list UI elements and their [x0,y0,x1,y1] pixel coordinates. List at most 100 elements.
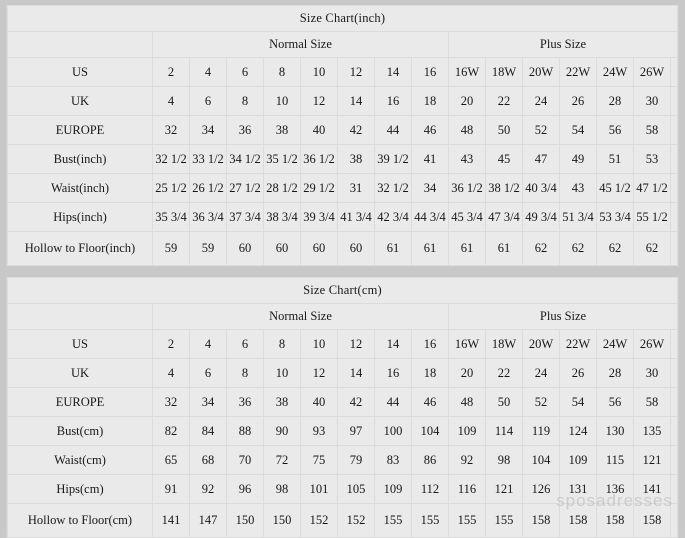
cell-pad [670,474,678,504]
row-label-us: US [7,329,153,359]
cell: 34 [189,115,227,145]
row-label-hips: Hips(cm) [7,474,153,504]
cell: 22W [559,329,597,359]
cell: 88 [226,416,264,446]
row-label-bust: Bust(inch) [7,144,153,174]
cell: 38 [263,115,301,145]
cell: 2 [152,57,190,87]
cell: 4 [152,86,190,116]
cell: 60 [226,231,264,266]
cell: 16 [411,329,449,359]
cell: 61 [411,231,449,266]
table-row: UK 4 6 8 10 12 14 16 18 20 22 24 26 28 3… [7,358,678,388]
cell: 20W [522,57,560,87]
cell: 16 [374,358,412,388]
row-label-europe: EUROPE [7,115,153,145]
cell: 36 1/2 [300,144,338,174]
cell: 6 [189,86,227,116]
row-label-uk: UK [7,86,153,116]
table-row: Waist(cm) 65 68 70 72 75 79 83 86 92 98 … [7,445,678,475]
cell: 60 [337,231,375,266]
cell: 54 [559,115,597,145]
cell: 22 [485,86,523,116]
cell: 86 [411,445,449,475]
cell: 40 [300,387,338,417]
cell: 53 3/4 [596,202,634,232]
cell: 115 [596,445,634,475]
cell: 26W [633,57,671,87]
row-label-hips: Hips(inch) [7,202,153,232]
cell: 54 [559,387,597,417]
cell: 68 [189,445,227,475]
cell: 119 [522,416,560,446]
cell: 36 [226,387,264,417]
cell: 43 [448,144,486,174]
cell-pad [670,416,678,446]
cell: 38 [263,387,301,417]
cell: 36 [226,115,264,145]
cell: 59 [152,231,190,266]
cell: 38 [337,144,375,174]
cell: 124 [559,416,597,446]
cell: 98 [485,445,523,475]
cell-pad [670,144,678,174]
row-label-uk: UK [7,358,153,388]
cell: 14 [337,86,375,116]
cell: 61 [374,231,412,266]
cell: 109 [559,445,597,475]
cell: 155 [448,503,486,538]
cell: 39 3/4 [300,202,338,232]
cell: 135 [633,416,671,446]
cell: 8 [226,358,264,388]
cell: 28 [596,86,634,116]
cell: 104 [522,445,560,475]
cell: 44 [374,387,412,417]
cell: 45 [485,144,523,174]
cell: 121 [633,445,671,475]
cell: 34 [189,387,227,417]
table-row: Hips(cm) 91 92 96 98 101 105 109 112 116… [7,474,678,504]
cm-group-row: Normal Size Plus Size [7,303,678,330]
cell: 14 [337,358,375,388]
cell: 20W [522,329,560,359]
cell: 4 [189,329,227,359]
inch-group-corner [7,31,153,58]
cell: 100 [374,416,412,446]
cell: 155 [411,503,449,538]
cell: 10 [263,358,301,388]
cell: 31 [337,173,375,203]
cell: 36 1/2 [448,173,486,203]
cell: 2 [152,329,190,359]
cell: 46 [411,387,449,417]
table-row: EUROPE 32 34 36 38 40 42 44 46 48 50 52 … [7,115,678,145]
cell: 24 [522,86,560,116]
cell: 43 [559,173,597,203]
chart-separator [0,266,685,277]
cell: 53 [633,144,671,174]
cell: 55 1/2 [633,202,671,232]
row-label-bust: Bust(cm) [7,416,153,446]
table-row: US 2 4 6 8 10 12 14 16 16W 18W 20W 22W 2… [7,57,678,87]
cell: 121 [485,474,523,504]
cell: 16 [411,57,449,87]
inch-table-body: Size Chart(inch) Normal Size Plus Size U… [7,5,678,266]
cell: 72 [263,445,301,475]
cell: 30 [633,358,671,388]
cell: 16W [448,329,486,359]
cell: 37 3/4 [226,202,264,232]
cell: 62 [633,231,671,266]
cell-pad [670,202,678,232]
cell: 27 1/2 [226,173,264,203]
cell: 30 [633,86,671,116]
table-row: US 2 4 6 8 10 12 14 16 16W 18W 20W 22W 2… [7,329,678,359]
cell: 150 [263,503,301,538]
cell: 126 [522,474,560,504]
row-label-us: US [7,57,153,87]
cell: 136 [596,474,634,504]
cell: 8 [263,57,301,87]
cell: 105 [337,474,375,504]
cell: 42 [337,387,375,417]
cm-group-normal-size: Normal Size [152,303,449,330]
cell: 6 [226,57,264,87]
cell: 62 [522,231,560,266]
